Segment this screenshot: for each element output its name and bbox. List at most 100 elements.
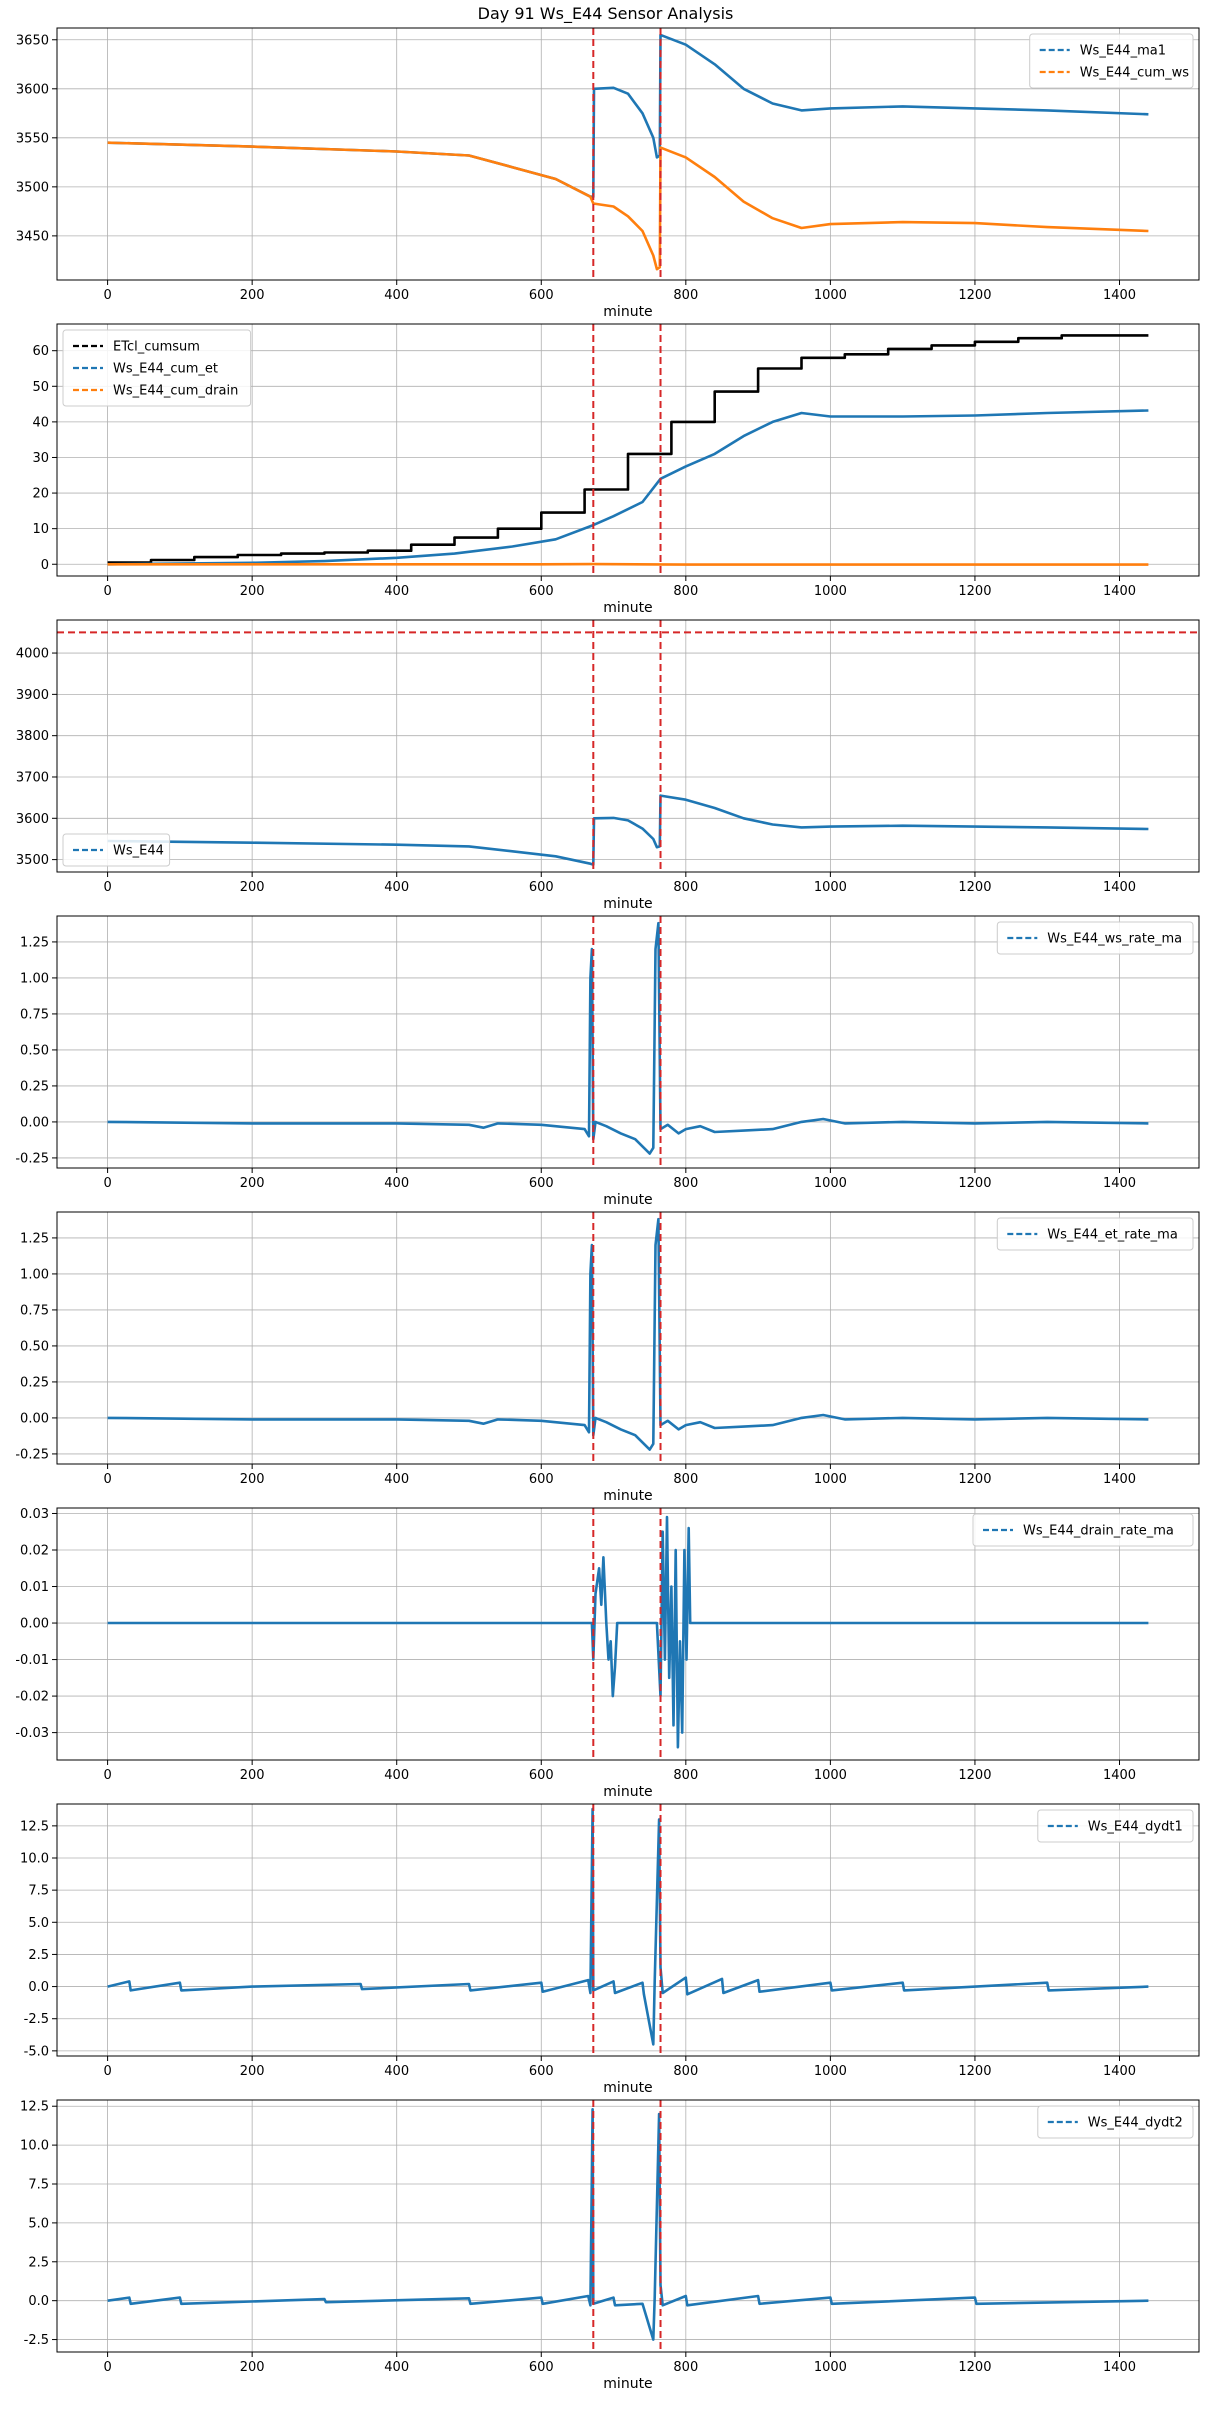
x-tick-label: 600 [529, 1176, 554, 1191]
y-tick-label: -2.5 [24, 2333, 49, 2348]
x-tick-label: 800 [673, 1176, 698, 1191]
x-tick-label: 0 [103, 2360, 111, 2375]
x-tick-label: 1400 [1103, 584, 1136, 599]
axes-frame [56, 1211, 1200, 1465]
x-tick-label: 800 [673, 2360, 698, 2375]
y-tick-label: 1.25 [20, 1231, 49, 1246]
x-tick-label: 1400 [1103, 1176, 1136, 1191]
x-tick-label: 400 [384, 1176, 409, 1191]
y-tick-label: 0.25 [20, 1079, 49, 1094]
series-line-ETcl_cumsum [107, 334, 1149, 564]
legend: ETcl_cumsum Ws_E44_cum_et Ws_E44_cum_drain [62, 329, 252, 407]
x-tick-label: 200 [240, 1768, 265, 1783]
y-tick-label: 3500 [16, 180, 49, 195]
legend-box [996, 921, 1194, 955]
legend-label: Ws_E44 [113, 844, 164, 859]
x-tick-label: 400 [384, 2064, 409, 2079]
series-line-Ws_E44_ws_rate_ma [107, 921, 1149, 1155]
axes-frame [56, 1803, 1200, 2057]
y-tick-label: 1.00 [20, 971, 49, 986]
chart-panel-5: 0 200 400 600 800 1000 1200 1400 -0.25 0.00 0.25 0.… [15, 1211, 1200, 1504]
series-line-Ws_E44_dydt2 [107, 2108, 1149, 2341]
x-tick-label: 0 [103, 1472, 111, 1487]
y-tick-label: 3650 [16, 33, 49, 48]
x-tick-label: 1200 [958, 2064, 991, 2079]
y-tick-label: -5.0 [24, 2044, 49, 2059]
y-tick-label: 0.01 [20, 1580, 49, 1595]
x-tick-label: 600 [529, 1472, 554, 1487]
legend-box [1029, 33, 1194, 89]
x-tick-label: 600 [529, 2360, 554, 2375]
x-tick-label: 400 [384, 1472, 409, 1487]
y-tick-label: 0.75 [20, 1007, 49, 1022]
x-tick-label: 200 [240, 1176, 265, 1191]
x-tick-label: 800 [673, 584, 698, 599]
y-tick-label: 0.75 [20, 1303, 49, 1318]
x-tick-label: 600 [529, 1768, 554, 1783]
legend: Ws_E44_drain_rate_ma [972, 1513, 1194, 1547]
y-tick-label: 3700 [16, 770, 49, 785]
legend: Ws_E44 [62, 833, 171, 867]
x-tick-label: 600 [529, 584, 554, 599]
axes-frame [56, 619, 1200, 873]
y-tick-label: 12.5 [20, 1819, 49, 1834]
y-tick-label: -0.03 [15, 1726, 49, 1741]
series-line-Ws_E44_cum_ws [107, 141, 1149, 271]
x-tick-label: 1200 [958, 2360, 991, 2375]
chart-panel-8: 0 200 400 600 800 1000 1200 1400 -2.5 0.0 2.5 5.0 7.… [20, 2099, 1200, 2392]
x-tick-label: 200 [240, 1472, 265, 1487]
x-tick-label: 1000 [814, 1176, 847, 1191]
y-tick-label: 0.00 [20, 1617, 49, 1632]
x-tick-label: 1400 [1103, 288, 1136, 303]
x-tick-label: 600 [529, 288, 554, 303]
x-tick-label: 1000 [814, 584, 847, 599]
x-tick-label: 0 [103, 1176, 111, 1191]
y-tick-label: 3550 [16, 131, 49, 146]
y-tick-label: 3450 [16, 229, 49, 244]
axes-frame [56, 1507, 1200, 1761]
x-tick-label: 200 [240, 2360, 265, 2375]
x-tick-label: 1000 [814, 2360, 847, 2375]
y-tick-label: 50 [32, 380, 49, 395]
legend-label: Ws_E44_drain_rate_ma [1023, 1524, 1174, 1539]
legend-label: Ws_E44_ws_rate_ma [1047, 932, 1182, 947]
x-axis-label: minute [603, 2376, 652, 2392]
x-tick-label: 600 [529, 880, 554, 895]
y-tick-label: 30 [32, 451, 49, 466]
x-tick-label: 1200 [958, 1176, 991, 1191]
y-tick-label: 3500 [16, 853, 49, 868]
legend: Ws_E44_dydt1 [1037, 1809, 1194, 1843]
x-tick-label: 0 [103, 2064, 111, 2079]
y-tick-label: 7.5 [28, 1884, 49, 1899]
legend: Ws_E44_ws_rate_ma [996, 921, 1194, 955]
y-tick-label: -0.02 [15, 1690, 49, 1705]
x-tick-label: 400 [384, 584, 409, 599]
x-tick-label: 800 [673, 288, 698, 303]
x-axis-label: minute [603, 1784, 652, 1800]
series-line-Ws_E44 [107, 794, 1149, 866]
legend-label: Ws_E44_cum_et [113, 362, 218, 377]
legend-label: ETcl_cumsum [113, 340, 200, 355]
x-tick-label: 1000 [814, 880, 847, 895]
series-line-Ws_E44_drain_rate_ma [107, 1515, 1149, 1749]
x-axis-label: minute [603, 1192, 652, 1208]
x-tick-label: 1200 [958, 1472, 991, 1487]
legend-label: Ws_E44_dydt1 [1088, 1820, 1183, 1835]
y-tick-label: 0.00 [20, 1115, 49, 1130]
y-tick-label: 10.0 [20, 2139, 49, 2154]
x-tick-label: 200 [240, 880, 265, 895]
legend-box [1037, 1809, 1194, 1843]
x-tick-label: 0 [103, 584, 111, 599]
y-tick-label: 4000 [16, 647, 49, 662]
chart-panel-6: 0 200 400 600 800 1000 1200 1400 -0.03 -0.02 -0.01… [15, 1507, 1200, 1800]
y-tick-label: 1.25 [20, 935, 49, 950]
y-tick-label: 2.5 [28, 2255, 49, 2270]
y-tick-label: 0 [41, 558, 49, 573]
x-tick-label: 600 [529, 2064, 554, 2079]
axes-frame [56, 323, 1200, 577]
y-tick-label: 20 [32, 487, 49, 502]
y-tick-label: -0.01 [15, 1653, 49, 1668]
y-tick-label: 3900 [16, 688, 49, 703]
x-tick-label: 1400 [1103, 2360, 1136, 2375]
